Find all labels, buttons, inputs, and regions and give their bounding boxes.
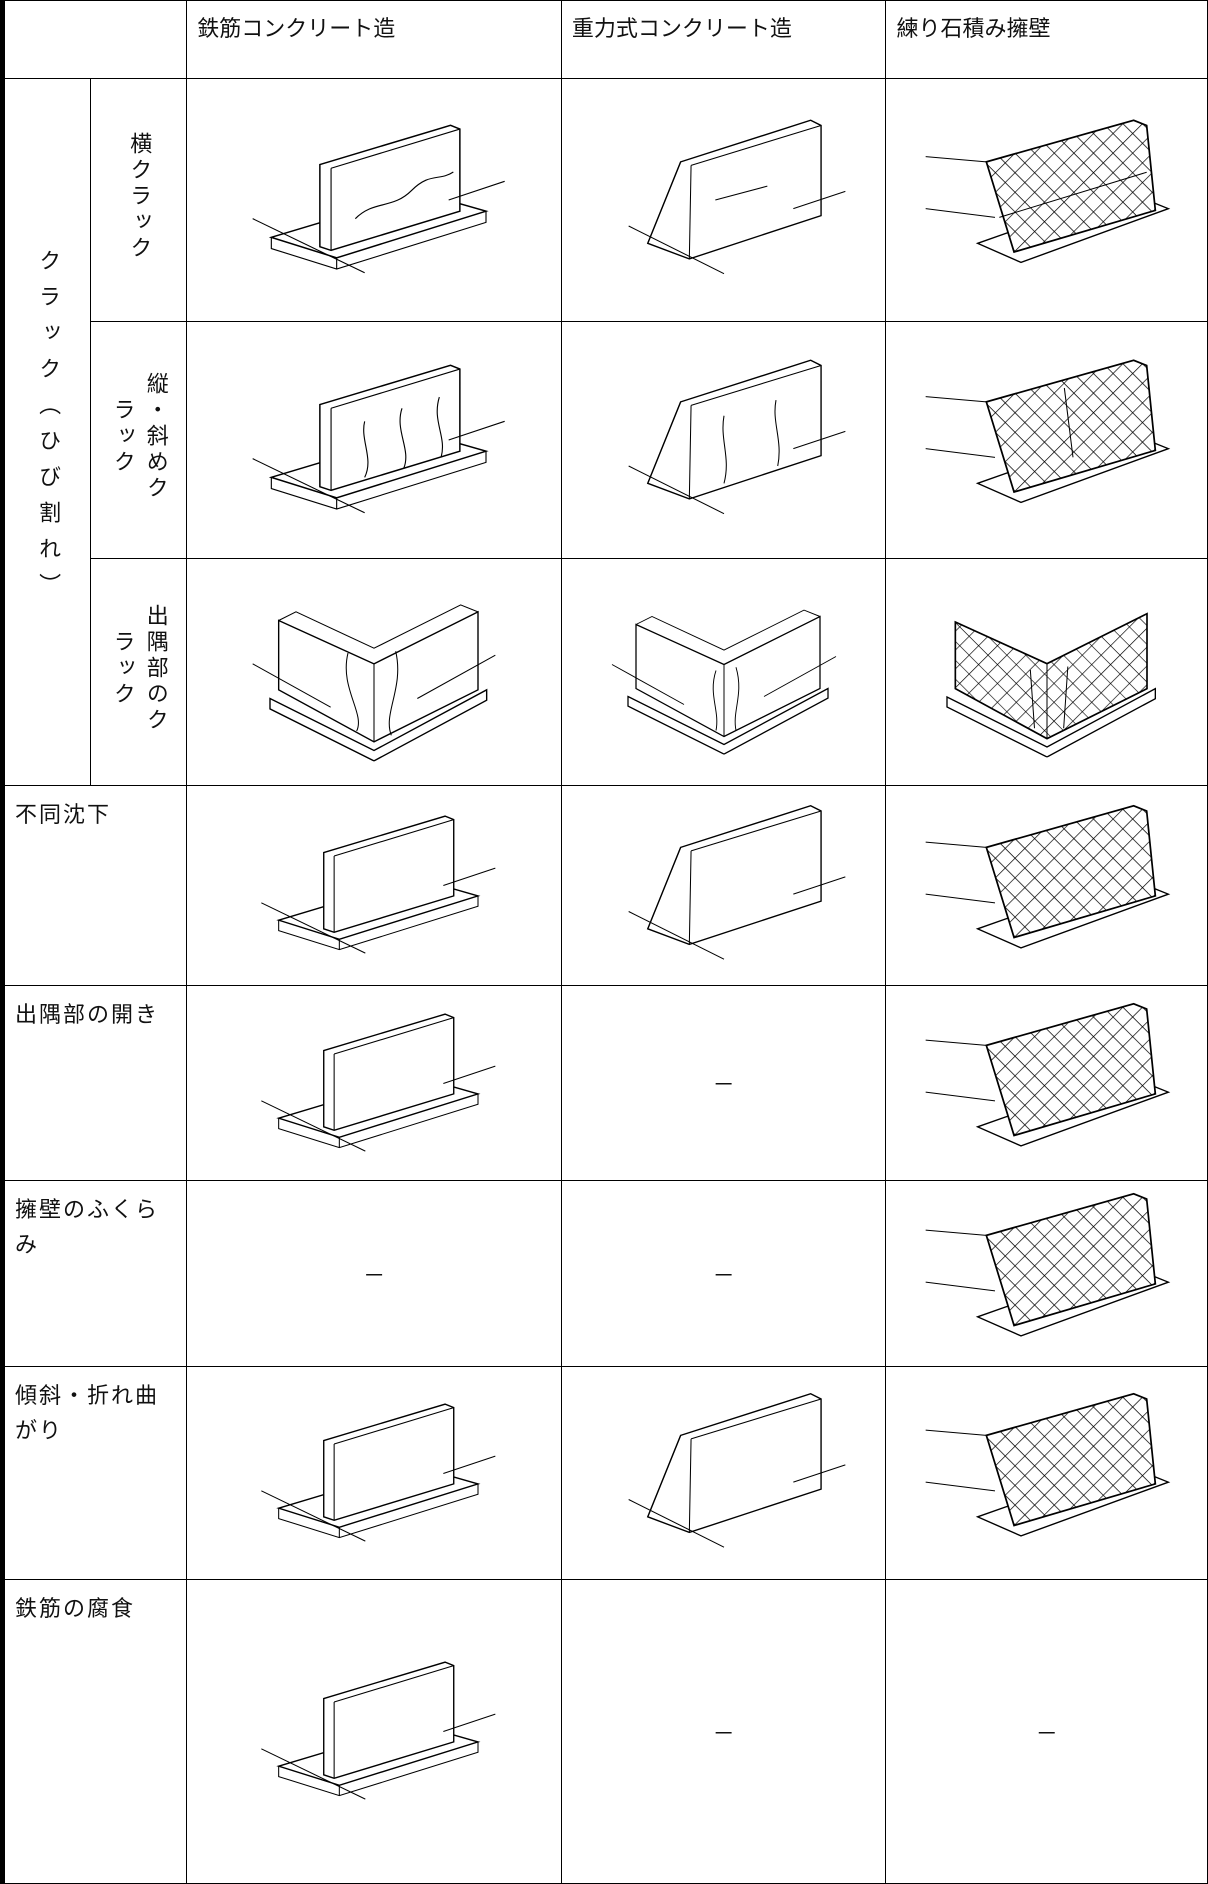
not-applicable: － xyxy=(560,1579,887,1884)
illustration xyxy=(186,1366,562,1580)
crack-row: 出隅部のクラック xyxy=(3,558,1208,786)
illustration xyxy=(885,985,1208,1181)
crack-label: クラック（ひび割れ） xyxy=(35,249,61,609)
damage-row: 擁壁のふくらみ－－ xyxy=(1,1180,1208,1367)
illustration xyxy=(885,785,1208,986)
not-applicable: － xyxy=(560,985,887,1181)
illustration xyxy=(885,1180,1208,1367)
illustration xyxy=(885,558,1208,786)
illustration xyxy=(885,321,1208,559)
illustration xyxy=(186,985,562,1181)
header-row: 鉄筋コンクリート造 重力式コンクリート造 練り石積み擁壁 xyxy=(1,0,1208,79)
illustration xyxy=(186,321,562,559)
illustration xyxy=(885,78,1208,322)
row-label: 不同沈下 xyxy=(1,785,188,986)
crack-row: 縦・斜めクラック xyxy=(3,321,1208,559)
illustration xyxy=(560,78,887,322)
subtype-label: 横クラック xyxy=(126,132,152,262)
crack-row: クラック（ひび割れ） 横クラック xyxy=(1,78,1208,786)
subtype-cell: 横クラック xyxy=(90,78,188,322)
crack-cell: クラック（ひび割れ） xyxy=(1,78,92,786)
illustration xyxy=(186,78,562,322)
subtype-label: 出隅部のクラック xyxy=(109,604,168,734)
subtype-cell: 出隅部のクラック xyxy=(90,558,188,786)
illustration xyxy=(560,1366,887,1580)
damage-row: 傾斜・折れ曲がり xyxy=(1,1366,1208,1580)
column-header: 重力式コンクリート造 xyxy=(560,0,887,79)
row-label: 傾斜・折れ曲がり xyxy=(1,1366,188,1580)
not-applicable: － xyxy=(885,1579,1208,1884)
not-applicable: － xyxy=(560,1180,887,1367)
column-header: 練り石積み擁壁 xyxy=(885,0,1208,79)
damage-row: 不同沈下 xyxy=(1,785,1208,986)
row-label: 擁壁のふくらみ xyxy=(1,1180,188,1367)
illustration xyxy=(885,1366,1208,1580)
row-label: 鉄筋の腐食 xyxy=(1,1579,188,1884)
damage-row: 出隅部の開き － xyxy=(1,985,1208,1181)
corner-cell xyxy=(1,0,188,79)
illustration xyxy=(186,1579,562,1884)
subtype-cell: 縦・斜めクラック xyxy=(90,321,188,559)
illustration xyxy=(560,785,887,986)
illustration xyxy=(560,558,887,786)
illustration xyxy=(186,558,562,786)
illustration xyxy=(560,321,887,559)
damage-row: 鉄筋の腐食 －－ xyxy=(1,1579,1208,1884)
row-label: 出隅部の開き xyxy=(1,985,188,1181)
illustration xyxy=(186,785,562,986)
column-header: 鉄筋コンクリート造 xyxy=(186,0,562,79)
not-applicable: － xyxy=(186,1180,562,1367)
subtype-label: 縦・斜めクラック xyxy=(109,372,168,502)
